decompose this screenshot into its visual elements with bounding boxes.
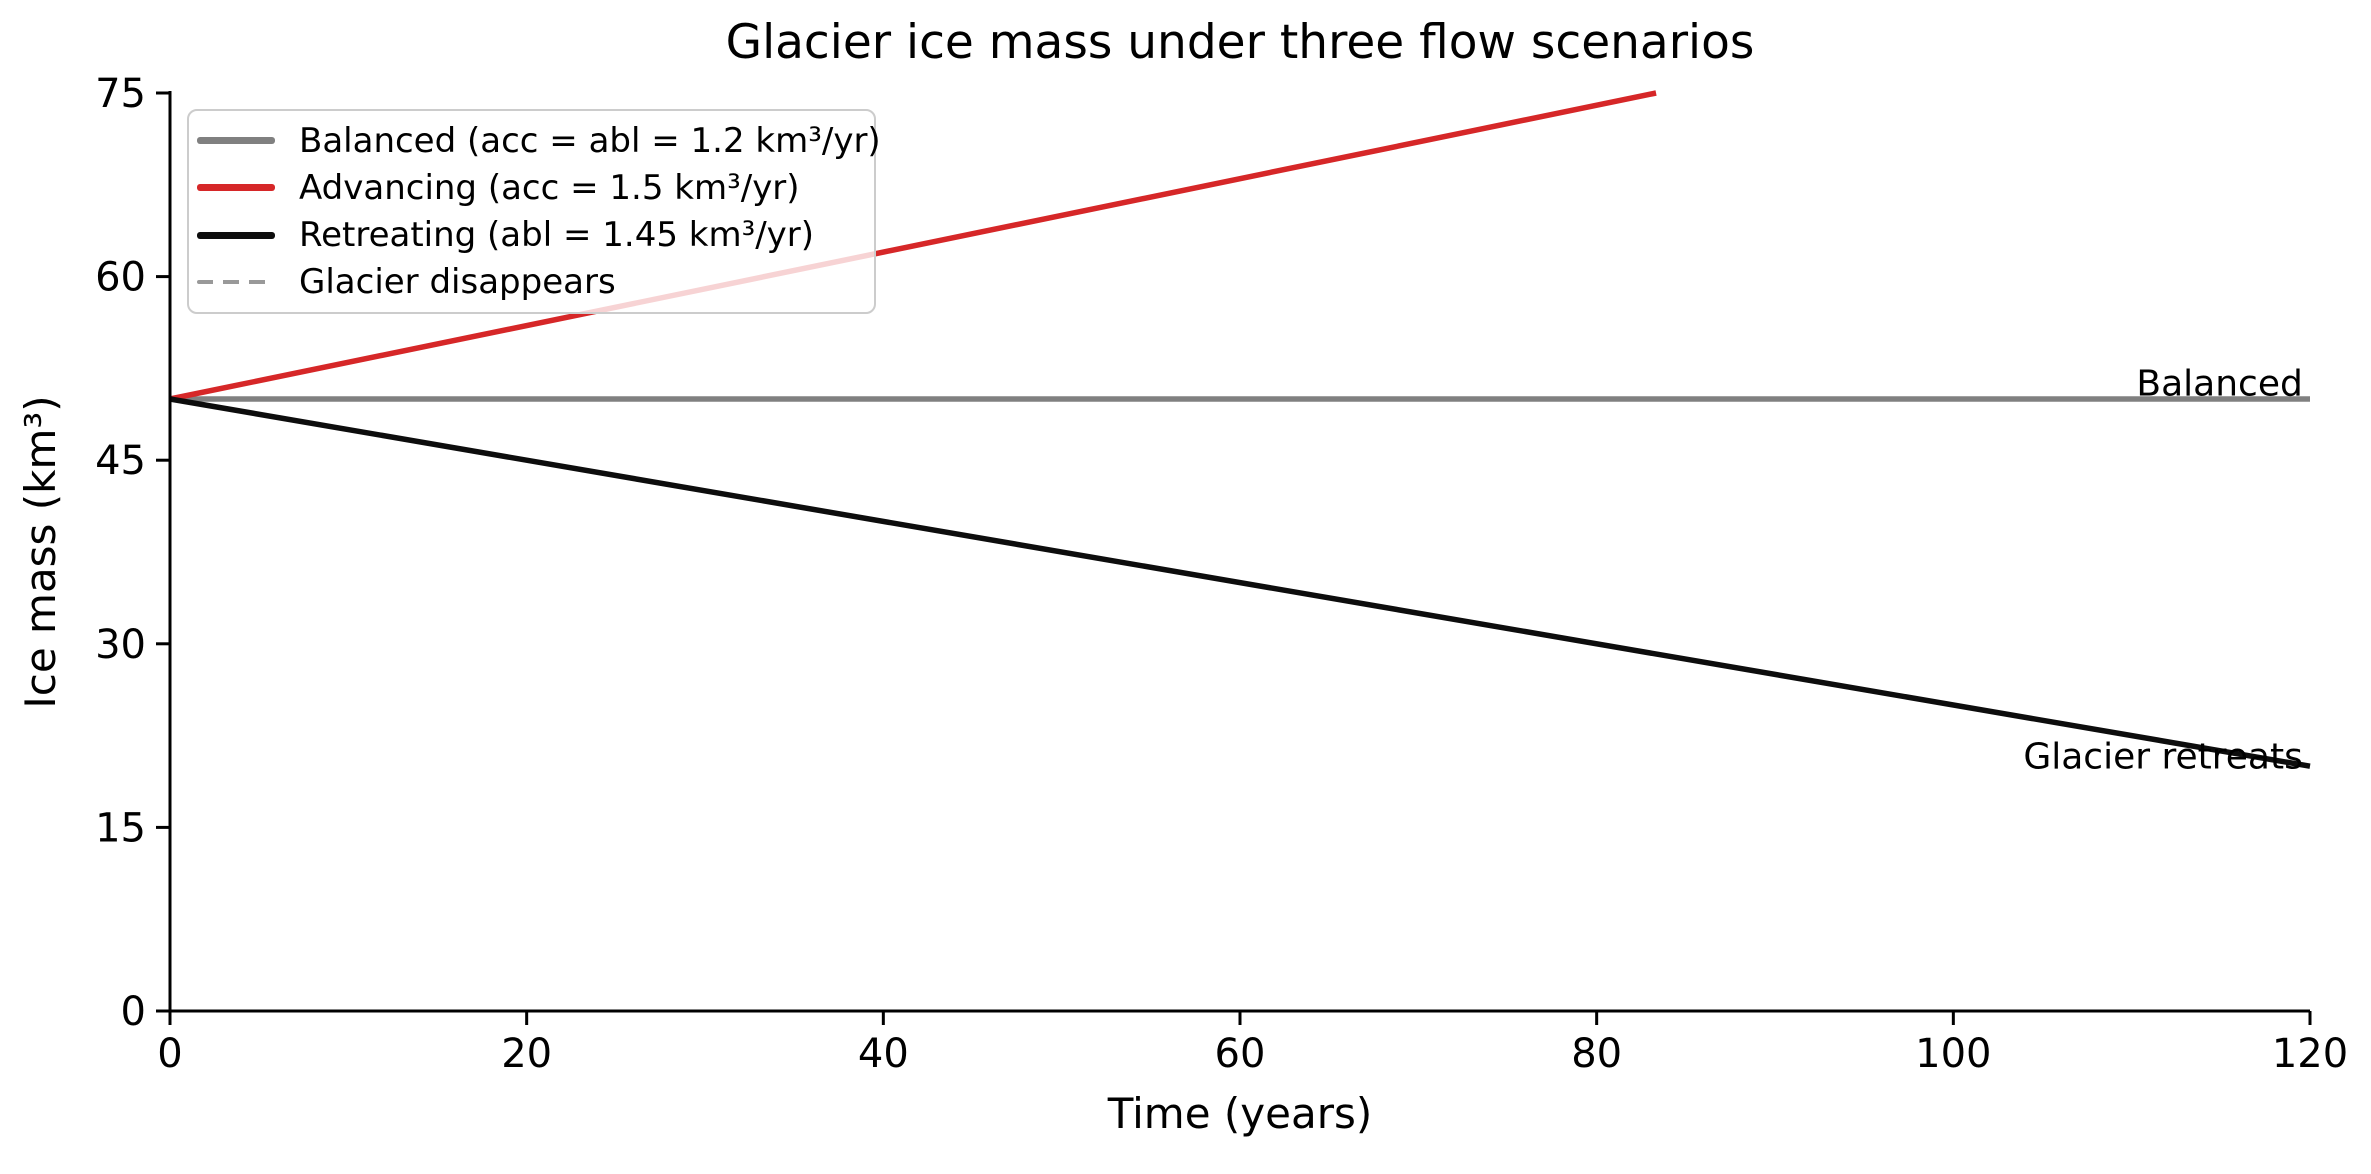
series-line-advancing bbox=[169, 90, 1657, 402]
x-tick-label: 20 bbox=[501, 1031, 552, 1077]
legend-item: Advancing (acc = 1.5 km³/yr) bbox=[197, 164, 864, 211]
y-tick-label: 15 bbox=[95, 805, 146, 851]
legend-item: Retreating (abl = 1.45 km³/yr) bbox=[197, 212, 864, 259]
legend-line-sample bbox=[197, 137, 275, 145]
legend-line-sample bbox=[197, 280, 275, 285]
annotation-balanced: Balanced bbox=[2136, 363, 2302, 404]
y-tick-label: 0 bbox=[121, 989, 146, 1035]
legend-item: Balanced (acc = abl = 1.2 km³/yr) bbox=[197, 117, 881, 164]
x-tick-label: 100 bbox=[1915, 1031, 1991, 1077]
x-tick-label: 60 bbox=[1215, 1031, 1266, 1077]
legend: Balanced (acc = abl = 1.2 km³/yr) Advanci… bbox=[187, 109, 881, 314]
annotation-glacier-retreats: Glacier retreats bbox=[2023, 737, 2303, 778]
x-axis-label: Time (years) bbox=[1107, 1089, 1373, 1138]
x-tick-label: 80 bbox=[1571, 1031, 1622, 1077]
x-tick-label: 120 bbox=[2272, 1031, 2348, 1077]
x-tick-label: 40 bbox=[858, 1031, 909, 1077]
y-tick-label: 45 bbox=[95, 438, 146, 484]
y-tick-label: 30 bbox=[95, 622, 146, 668]
legend-label: Retreating (abl = 1.45 km³/yr) bbox=[299, 215, 815, 256]
series-line-retreating bbox=[169, 396, 2311, 769]
y-tick-label: 60 bbox=[95, 255, 146, 301]
legend-line-sample bbox=[197, 231, 275, 239]
legend-label: Advancing (acc = 1.5 km³/yr) bbox=[299, 167, 800, 208]
chart-title: Glacier ice mass under three flow scenar… bbox=[725, 15, 1755, 70]
legend-item: Glacier disappears bbox=[197, 259, 864, 306]
legend-line-sample bbox=[197, 184, 275, 192]
legend-label: Glacier disappears bbox=[299, 262, 616, 303]
legend-label: Balanced (acc = abl = 1.2 km³/yr) bbox=[299, 120, 881, 161]
y-tick-label: 75 bbox=[95, 71, 146, 117]
x-tick-label: 0 bbox=[157, 1031, 182, 1077]
